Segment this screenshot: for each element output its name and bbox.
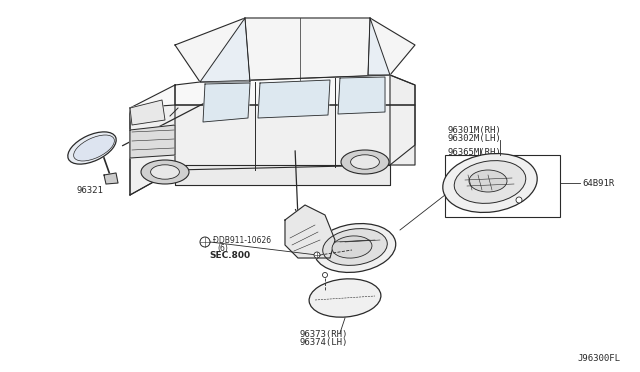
FancyBboxPatch shape [445,155,560,217]
Circle shape [314,252,320,258]
Polygon shape [175,18,415,82]
Text: SEC.800: SEC.800 [209,251,250,260]
Polygon shape [130,105,415,195]
Ellipse shape [314,224,396,272]
Polygon shape [130,85,175,195]
Ellipse shape [150,165,179,179]
Text: 96321: 96321 [77,186,104,195]
Text: 64B91R: 64B91R [582,179,614,187]
Polygon shape [258,80,330,118]
Text: 96374(LH): 96374(LH) [300,339,348,347]
Polygon shape [175,75,415,105]
Ellipse shape [443,154,537,212]
Text: 96302M(LH): 96302M(LH) [447,134,500,142]
Ellipse shape [68,132,116,164]
Text: 96366M(LH): 96366M(LH) [447,155,500,164]
Polygon shape [285,205,335,258]
Text: 96365M(RH): 96365M(RH) [447,148,500,157]
Circle shape [516,197,522,203]
Polygon shape [203,83,250,122]
Ellipse shape [332,236,372,258]
Circle shape [200,237,210,247]
Ellipse shape [341,150,389,174]
Polygon shape [368,18,390,75]
Text: ÐDB911-10626: ÐDB911-10626 [213,235,271,244]
Circle shape [323,273,328,278]
Ellipse shape [454,161,526,203]
Polygon shape [200,18,250,82]
Text: (6): (6) [217,244,228,253]
Ellipse shape [323,229,387,265]
Polygon shape [175,165,390,185]
Text: 96301M(RH): 96301M(RH) [447,125,500,135]
Text: 96373(RH): 96373(RH) [300,330,348,340]
Polygon shape [338,77,385,114]
Polygon shape [130,100,165,125]
Polygon shape [390,75,415,165]
Ellipse shape [469,170,507,192]
Ellipse shape [74,135,115,161]
Ellipse shape [309,279,381,317]
Text: J96300FL: J96300FL [577,354,620,363]
Polygon shape [104,173,118,184]
Polygon shape [130,125,175,158]
Ellipse shape [141,160,189,184]
Ellipse shape [351,155,380,169]
